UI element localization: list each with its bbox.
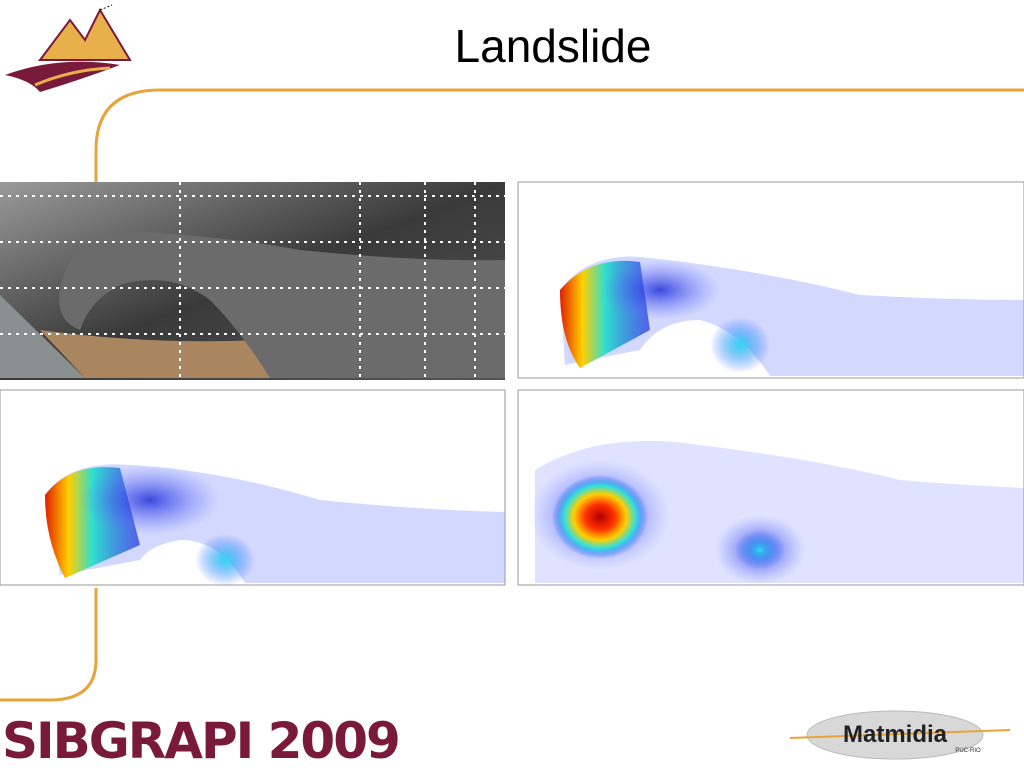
slide-title: Landslide [455, 20, 652, 72]
frame-line [94, 88, 1024, 182]
frame-line [0, 588, 98, 702]
logo-text: Matmidia [843, 721, 948, 748]
flow-panel [0, 389, 506, 586]
flow-panel [517, 389, 1024, 586]
footer-logo: Matmidia PUC-RIO [789, 710, 1011, 760]
logo-subtext: PUC-RIO [955, 748, 981, 754]
flow-panel [517, 181, 1024, 379]
photo-panel [0, 182, 506, 380]
header-logo [5, 4, 132, 92]
conference-name: SIBGRAPI 2009 [2, 712, 399, 768]
